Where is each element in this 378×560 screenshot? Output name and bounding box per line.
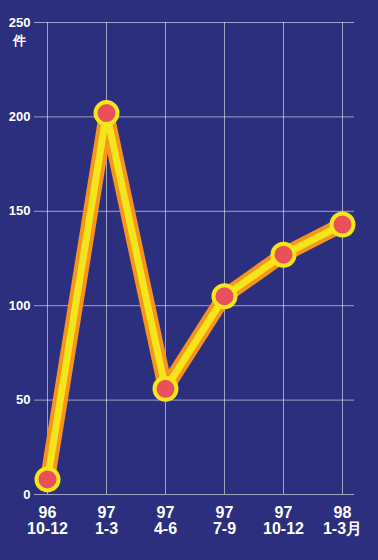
svg-text:977-9: 977-9 bbox=[213, 504, 236, 537]
svg-text:0: 0 bbox=[23, 487, 30, 502]
svg-text:200: 200 bbox=[9, 109, 31, 124]
svg-text:50: 50 bbox=[16, 392, 30, 407]
svg-text:974-6: 974-6 bbox=[154, 504, 177, 537]
svg-text:981-3月: 981-3月 bbox=[323, 504, 362, 537]
svg-text:150: 150 bbox=[9, 203, 31, 218]
svg-text:971-3: 971-3 bbox=[95, 504, 118, 537]
svg-text:9710-12: 9710-12 bbox=[263, 504, 304, 537]
svg-text:250: 250 bbox=[9, 15, 31, 30]
svg-text:9610-12: 9610-12 bbox=[27, 504, 68, 537]
svg-text:100: 100 bbox=[9, 298, 31, 313]
svg-text:件: 件 bbox=[12, 33, 26, 48]
